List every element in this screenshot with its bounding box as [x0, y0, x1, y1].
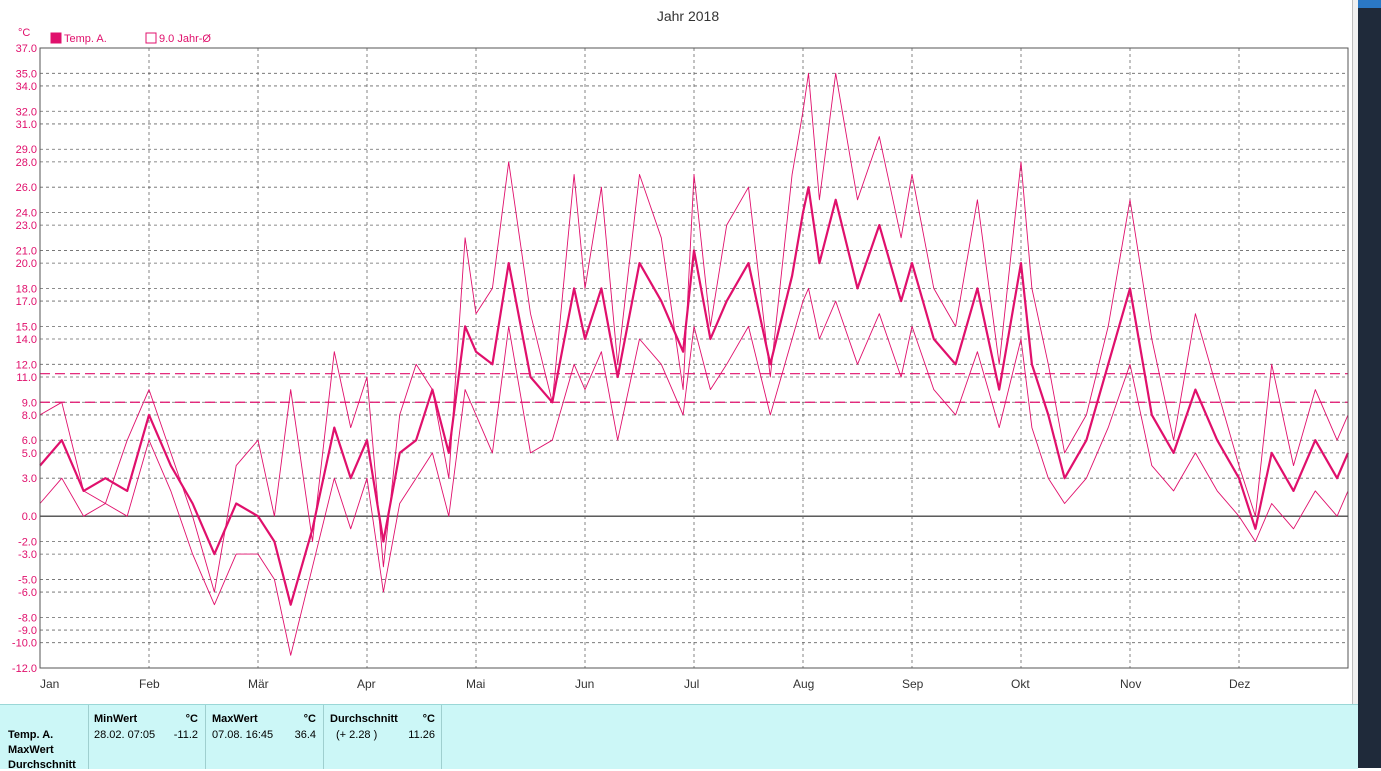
series-line-mean — [39, 186, 1350, 606]
max-header: MaxWert — [212, 713, 258, 725]
y-tick-label: 21.0 — [16, 245, 37, 257]
x-tick-label: Dez — [1229, 677, 1250, 691]
y-tick-label: 3.0 — [22, 473, 37, 485]
max-date: 07.08. 16:45 — [212, 729, 274, 741]
series-line-max — [39, 72, 1349, 593]
max-unit: °C — [303, 713, 316, 725]
y-tick-label: 0.0 — [22, 511, 37, 523]
x-tick-label: Feb — [139, 677, 160, 691]
avg-unit: °C — [422, 713, 435, 725]
y-tick-label: 14.0 — [16, 334, 37, 346]
y-tick-label: 24.0 — [16, 207, 37, 219]
row-label-temp-a: Temp. A. — [8, 729, 54, 741]
legend-swatch-avg — [145, 32, 157, 44]
avg-header: Durchschnitt — [330, 713, 398, 725]
x-tick-label: Sep — [902, 677, 924, 691]
y-tick-label: 20.0 — [16, 258, 37, 270]
y-tick-label: 26.0 — [16, 182, 37, 194]
row-label-maxwert: MaxWert — [8, 744, 54, 756]
chart-title: Jahr 2018 — [657, 8, 719, 24]
x-tick-label: Jan — [40, 677, 59, 691]
y-tick-label: -10.0 — [12, 638, 37, 650]
y-tick-label: -6.0 — [18, 587, 37, 599]
legend-label-temp-a: Temp. A. — [64, 33, 107, 45]
y-tick-label: 12.0 — [16, 359, 37, 371]
min-unit: °C — [185, 713, 198, 725]
desktop-accent — [1358, 0, 1381, 8]
avg-diff: (+ 2.28 ) — [336, 729, 378, 741]
y-tick-label: -9.0 — [18, 625, 37, 637]
min-value: -11.2 — [173, 729, 198, 741]
y-tick-label: -8.0 — [18, 612, 37, 624]
stats-avg-column: Durchschnitt °C (+ 2.28 ) 11.26 — [324, 705, 442, 769]
x-tick-label: Nov — [1120, 677, 1141, 691]
y-tick-label: 15.0 — [16, 321, 37, 333]
y-tick-label: 8.0 — [22, 410, 37, 422]
y-tick-label: 18.0 — [16, 283, 37, 295]
y-tick-label: 32.0 — [16, 106, 37, 118]
series-lines — [39, 72, 1350, 656]
x-tick-label: Aug — [793, 677, 814, 691]
y-tick-label: 6.0 — [22, 435, 37, 447]
x-tick-label: Okt — [1011, 677, 1030, 691]
x-tick-label: Jun — [575, 677, 594, 691]
y-tick-label: -12.0 — [12, 663, 37, 675]
y-tick-label: 11.0 — [16, 372, 37, 384]
stats-max-column: MaxWert °C 07.08. 16:45 36.4 — [206, 705, 324, 769]
x-tick-label: Jul — [684, 677, 699, 691]
legend-label-avg: 9.0 Jahr-Ø — [159, 33, 211, 45]
x-tick-label: Apr — [357, 677, 376, 691]
window-edge — [1352, 0, 1359, 704]
max-value: 36.4 — [294, 729, 316, 741]
y-tick-label: -2.0 — [18, 536, 37, 548]
x-axis: Jan Feb Mär Apr Mai Jun Jul Aug Sep Okt Nov Dez — [40, 677, 1250, 691]
y-tick-label: 9.0 — [22, 397, 37, 409]
min-date: 28.02. 07:05 — [94, 729, 156, 741]
y-tick-label: 23.0 — [16, 220, 37, 232]
y-tick-label: 34.0 — [16, 81, 37, 93]
y-tick-label: -3.0 — [18, 549, 37, 561]
y-tick-label: 37.0 — [16, 43, 37, 55]
x-tick-label: Mai — [466, 677, 485, 691]
min-header: MinWert — [94, 713, 138, 725]
stats-min-column: MinWert °C 28.02. 07:05 -11.2 — [89, 705, 206, 769]
plot-frame — [39, 47, 1349, 669]
series-line-min — [39, 287, 1349, 656]
y-tick-label: 28.0 — [16, 157, 37, 169]
y-tick-label: 35.0 — [16, 68, 37, 80]
y-axis: 37.0 35.034.0 32.031.0 29.028.0 26.0 24.023.0… — [12, 43, 37, 675]
y-unit-label: °C — [18, 27, 30, 39]
grid — [40, 47, 1348, 669]
legend-swatch-temp-a — [50, 32, 62, 44]
stats-row-labels: Temp. A. MaxWert Durchschnitt — [0, 705, 89, 771]
y-tick-label: 29.0 — [16, 144, 37, 156]
y-tick-label: 17.0 — [16, 296, 37, 308]
row-label-durchschnitt: Durchschnitt — [8, 759, 76, 771]
y-tick-label: -5.0 — [18, 574, 37, 586]
temperature-chart: Jahr 2018 °C Temp. A. 9.0 Jahr-Ø 37.0 35.… — [12, 8, 1350, 691]
avg-value: 11.26 — [408, 729, 435, 741]
y-tick-label: 31.0 — [16, 119, 37, 131]
x-tick-label: Mär — [248, 677, 269, 691]
desktop-background — [1358, 0, 1381, 768]
stats-panel: Temp. A. MaxWert Durchschnitt MinWert °C… — [0, 704, 1358, 771]
y-tick-label: 5.0 — [22, 448, 37, 460]
